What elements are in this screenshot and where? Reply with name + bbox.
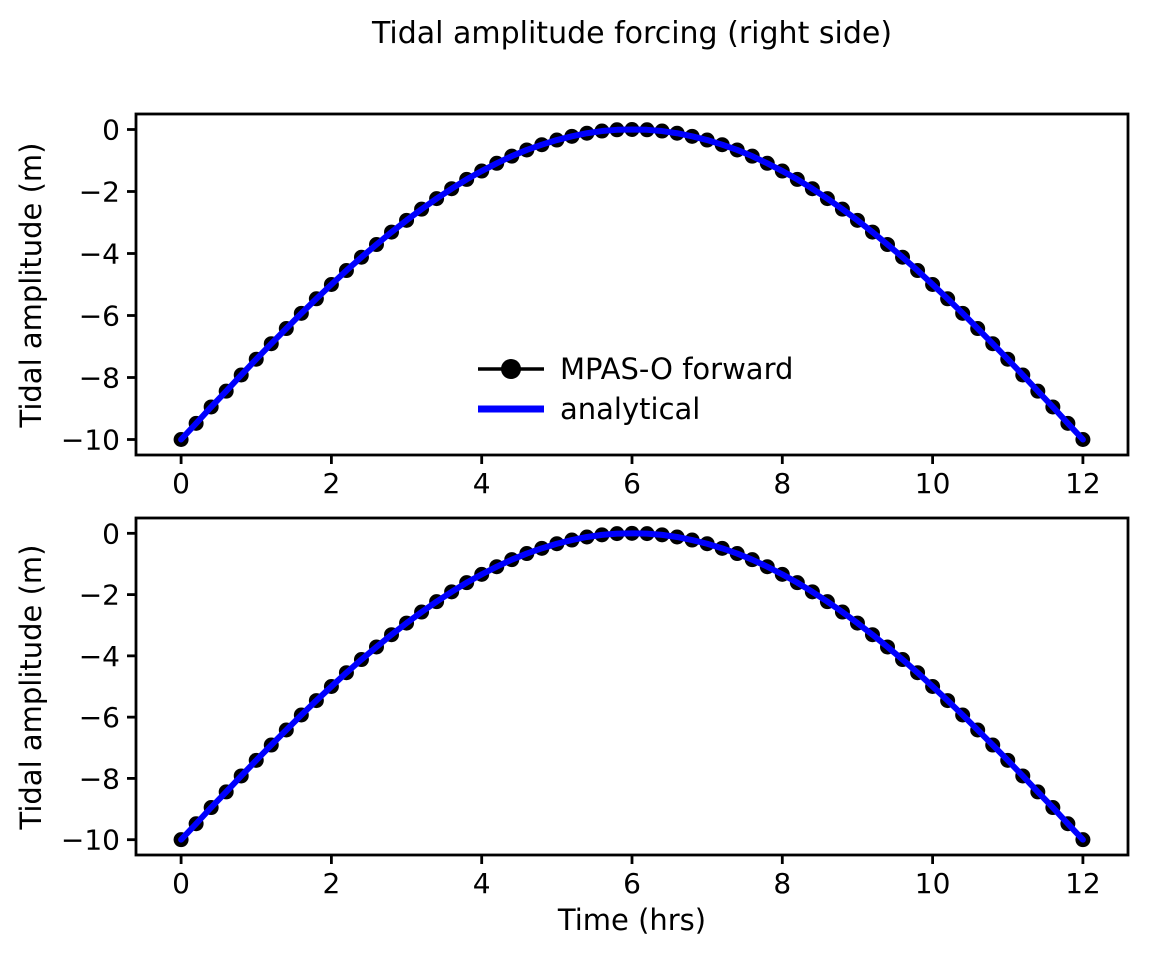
- legend-mpas-marker-icon: [501, 359, 521, 379]
- x-tick-label: 12: [1065, 867, 1101, 900]
- y-tick-label: −10: [61, 424, 120, 457]
- y-tick-label: 0: [102, 114, 120, 147]
- y-axis-label-bottom: Tidal amplitude (m): [14, 544, 48, 830]
- x-tick-label: 2: [322, 467, 340, 500]
- plot-spines: [134, 112, 1130, 457]
- analytical-line: [178, 530, 1086, 843]
- x-tick-label: 0: [172, 467, 190, 500]
- legend-item-mpas: MPAS-O forward: [478, 349, 793, 389]
- plot-spines: [134, 516, 1130, 857]
- x-tick-label: 8: [773, 467, 791, 500]
- subplot-top: 0 2 4 6 8 10 12 0 −2 −4 −6 −8 −10: [61, 112, 1130, 500]
- legend-label-analytical: analytical: [560, 392, 701, 426]
- legend-thick-line-icon: [478, 405, 544, 413]
- y-tick-label: −2: [79, 579, 120, 612]
- y-tick-label: −10: [61, 824, 120, 857]
- x-tick-label: 8: [773, 867, 791, 900]
- x-tick-label: 2: [322, 867, 340, 900]
- x-tick-label: 12: [1065, 467, 1101, 500]
- x-tick-label: 4: [473, 467, 491, 500]
- y-tick-label: −4: [79, 238, 120, 271]
- analytical-line: [178, 126, 1086, 443]
- y-tick-label: −8: [79, 762, 120, 795]
- x-tick-label: 10: [915, 867, 951, 900]
- x-tick-label: 4: [473, 867, 491, 900]
- y-tick-label: −8: [79, 362, 120, 395]
- y-tick-label: −6: [79, 701, 120, 734]
- legend-analytical-line: [478, 405, 544, 413]
- x-tick-label: 0: [172, 867, 190, 900]
- legend-line-marker-icon: [478, 359, 544, 379]
- legend: MPAS-O forward analytical: [478, 349, 793, 429]
- x-tick-label: 10: [915, 467, 951, 500]
- subplot-bottom: 0 2 4 6 8 10 12 0 −2 −4 −6 −8 −10: [61, 516, 1130, 900]
- x-tick-label: 6: [623, 467, 641, 500]
- y-tick-label: 0: [102, 517, 120, 550]
- x-tick-label: 6: [623, 867, 641, 900]
- y-axis-label-top: Tidal amplitude (m): [14, 142, 48, 428]
- chart-title: Tidal amplitude forcing (right side): [371, 16, 893, 51]
- y-tick-label: −4: [79, 640, 120, 673]
- y-tick-label: −2: [79, 176, 120, 209]
- x-axis-label: Time (hrs): [557, 903, 707, 937]
- legend-label-mpas: MPAS-O forward: [560, 352, 794, 386]
- mpas-forward-line: [179, 531, 1085, 841]
- legend-item-analytical: analytical: [478, 389, 793, 429]
- y-tick-label: −6: [79, 300, 120, 333]
